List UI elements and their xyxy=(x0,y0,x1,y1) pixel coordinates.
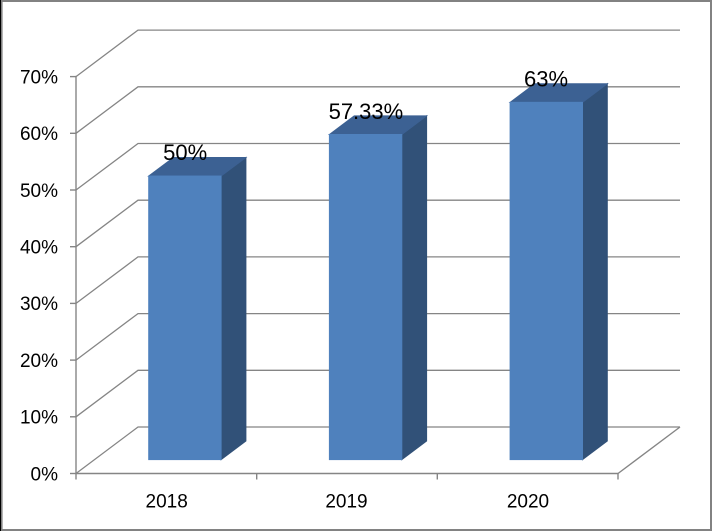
svg-text:63%: 63% xyxy=(524,66,568,91)
svg-text:70%: 70% xyxy=(20,67,58,88)
svg-text:2019: 2019 xyxy=(325,492,367,513)
svg-text:30%: 30% xyxy=(20,294,58,315)
svg-text:2018: 2018 xyxy=(146,492,188,513)
svg-text:40%: 40% xyxy=(20,238,58,259)
svg-text:20%: 20% xyxy=(20,351,58,372)
svg-text:2020: 2020 xyxy=(507,492,549,513)
svg-text:50%: 50% xyxy=(163,140,207,165)
svg-text:57.33%: 57.33% xyxy=(329,99,404,124)
svg-text:0%: 0% xyxy=(31,464,59,485)
svg-text:60%: 60% xyxy=(20,124,58,145)
svg-text:10%: 10% xyxy=(20,408,58,429)
svg-text:50%: 50% xyxy=(20,181,58,202)
